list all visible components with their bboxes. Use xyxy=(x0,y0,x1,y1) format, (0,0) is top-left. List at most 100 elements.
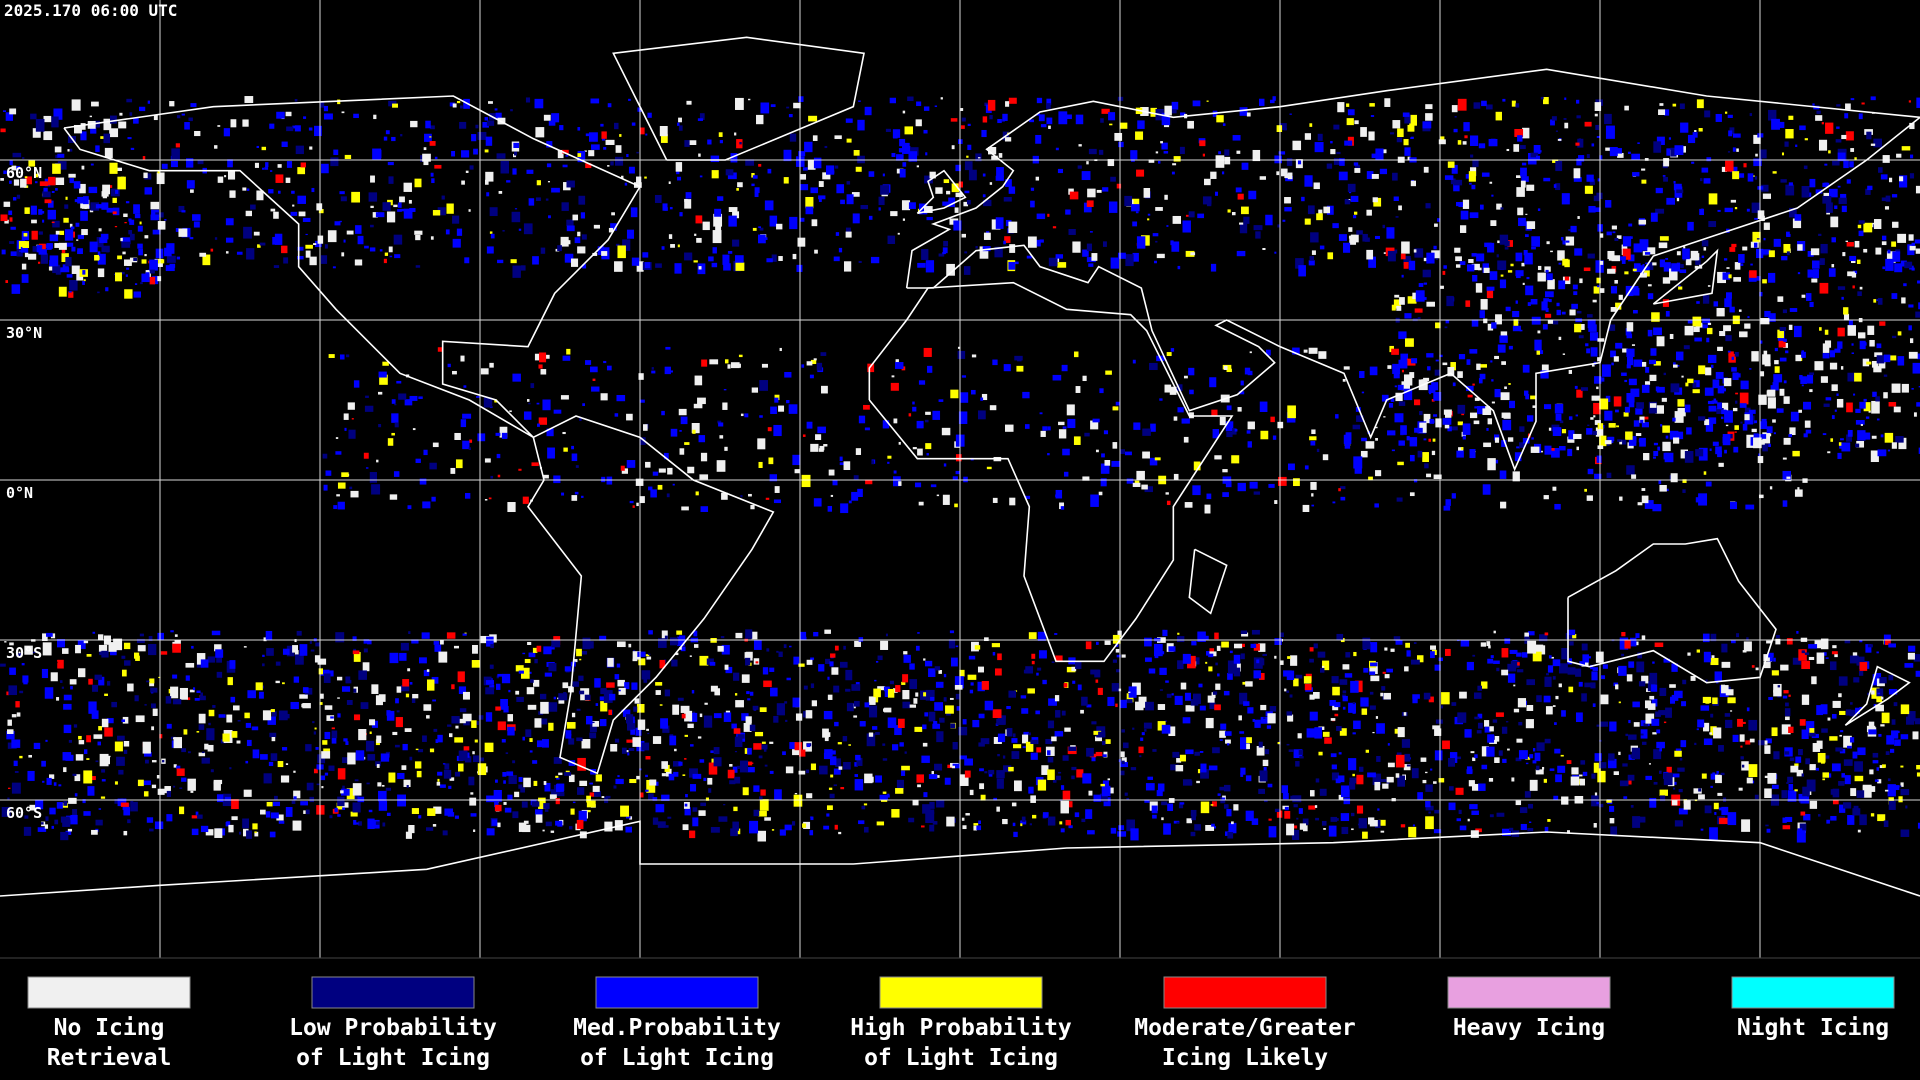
icing-speck xyxy=(1118,141,1124,148)
icing-speck xyxy=(639,127,645,135)
icing-speck xyxy=(789,742,797,749)
icing-speck xyxy=(1328,825,1337,837)
icing-speck xyxy=(1319,245,1325,250)
icing-speck xyxy=(800,174,807,180)
icing-speck xyxy=(293,770,296,773)
icing-speck xyxy=(35,118,45,132)
icing-speck xyxy=(335,451,342,455)
icing-speck xyxy=(914,726,923,732)
icing-speck xyxy=(626,413,633,421)
icing-speck xyxy=(1567,629,1576,636)
icing-speck xyxy=(1680,264,1684,269)
icing-speck xyxy=(1242,681,1246,685)
icing-speck xyxy=(1423,413,1431,424)
icing-speck xyxy=(553,696,557,700)
icing-speck xyxy=(170,686,179,699)
icing-speck xyxy=(1628,780,1632,785)
icing-speck xyxy=(1448,757,1456,767)
icing-speck xyxy=(244,712,250,719)
icing-speck xyxy=(1348,702,1356,713)
icing-speck xyxy=(1212,429,1220,439)
icing-speck xyxy=(689,655,692,657)
icing-speck xyxy=(1309,123,1313,127)
icing-speck xyxy=(1088,790,1093,796)
icing-speck xyxy=(628,98,631,101)
icing-speck xyxy=(1825,657,1829,659)
icing-speck xyxy=(1003,364,1011,372)
icing-speck xyxy=(1527,631,1535,636)
icing-speck xyxy=(1260,430,1269,440)
icing-speck xyxy=(1673,362,1676,365)
icing-speck xyxy=(494,399,498,403)
icing-speck xyxy=(372,148,382,160)
icing-speck xyxy=(80,123,86,130)
icing-speck xyxy=(724,664,729,670)
icing-speck xyxy=(1240,380,1244,386)
icing-speck xyxy=(1466,661,1474,671)
icing-speck xyxy=(1830,438,1834,442)
icing-speck xyxy=(1088,263,1094,267)
icing-speck xyxy=(1244,367,1251,375)
icing-speck xyxy=(837,742,842,745)
icing-speck xyxy=(1760,371,1765,377)
icing-speck xyxy=(1352,732,1356,735)
icing-speck xyxy=(1781,724,1791,735)
icing-speck xyxy=(1152,233,1159,237)
icing-speck xyxy=(346,788,356,800)
icing-speck xyxy=(825,658,831,665)
icing-speck xyxy=(409,682,413,685)
icing-speck xyxy=(109,115,117,124)
icing-speck xyxy=(1638,219,1647,225)
icing-speck xyxy=(1557,250,1565,261)
icing-speck xyxy=(391,413,399,423)
icing-speck xyxy=(87,786,95,796)
icing-speck xyxy=(1636,661,1645,673)
icing-speck xyxy=(566,722,576,729)
icing-speck xyxy=(1653,749,1662,760)
icing-speck xyxy=(1845,103,1851,110)
icing-speck xyxy=(1488,645,1491,649)
icing-speck xyxy=(723,263,731,271)
icing-speck xyxy=(903,142,910,149)
icing-speck xyxy=(995,217,1004,229)
icing-speck xyxy=(1670,473,1678,483)
icing-speck xyxy=(1177,265,1181,270)
icing-speck xyxy=(1028,732,1031,736)
icing-speck xyxy=(1297,733,1302,739)
icing-speck xyxy=(1265,214,1273,226)
icing-speck xyxy=(292,204,295,207)
icing-speck xyxy=(306,782,314,791)
icing-speck xyxy=(1081,696,1088,706)
icing-speck xyxy=(875,775,882,783)
icing-speck xyxy=(1330,140,1333,144)
icing-speck xyxy=(485,680,495,685)
icing-speck xyxy=(786,106,790,109)
icing-speck xyxy=(1882,266,1886,270)
icing-speck xyxy=(1359,371,1365,378)
icing-speck xyxy=(1845,240,1849,242)
icing-speck xyxy=(1247,421,1255,430)
icing-speck xyxy=(1171,101,1179,110)
icing-speck xyxy=(662,203,668,211)
icing-speck xyxy=(1606,444,1610,446)
icing-speck xyxy=(1455,264,1461,268)
icing-speck xyxy=(330,157,339,167)
icing-speck xyxy=(1732,372,1739,380)
icing-speck xyxy=(446,632,456,639)
icing-speck xyxy=(1727,812,1737,826)
icing-speck xyxy=(1058,429,1067,439)
icing-speck xyxy=(917,784,921,788)
icing-speck xyxy=(537,423,540,427)
icing-speck xyxy=(1515,270,1524,277)
icing-speck xyxy=(1742,721,1746,724)
icing-speck xyxy=(1840,730,1844,733)
icing-speck xyxy=(354,793,360,802)
icing-speck xyxy=(514,791,520,798)
icing-speck xyxy=(302,217,311,222)
icing-speck xyxy=(1674,820,1683,827)
icing-speck xyxy=(1849,709,1858,717)
icing-speck xyxy=(1536,742,1545,752)
icing-speck xyxy=(1188,211,1195,218)
icing-speck xyxy=(35,799,44,810)
icing-speck xyxy=(1253,225,1263,231)
